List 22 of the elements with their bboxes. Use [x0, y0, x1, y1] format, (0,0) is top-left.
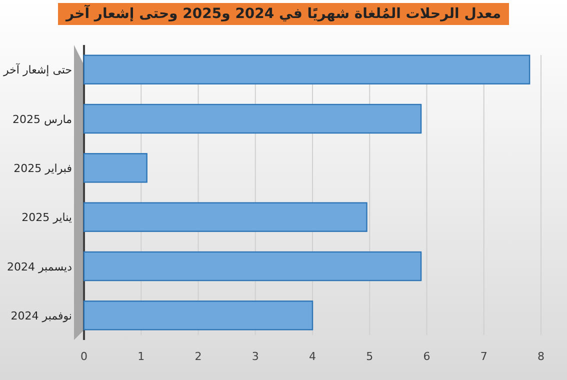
- y-tick-label: مارس 2025: [12, 112, 72, 126]
- chart-title: معدل الرحلات المُلغاة شهريًا في 2024 و2025 وحتى إشعار آخر: [58, 3, 510, 25]
- y-tick-label: فبراير 2025: [14, 162, 72, 175]
- x-tick-label: 8: [538, 350, 544, 363]
- bar: [83, 300, 314, 330]
- bar: [83, 104, 422, 134]
- x-tick-label: 3: [252, 350, 259, 363]
- y-tick-label: يناير 2025: [22, 211, 72, 224]
- bar: [83, 54, 530, 84]
- x-tick-label: 0: [80, 350, 88, 363]
- y-tick-label: نوفمبر 2024: [10, 309, 72, 322]
- x-tick-label: 5: [366, 350, 374, 363]
- x-tick-label: 1: [138, 350, 145, 363]
- x-tick-label: 2: [194, 350, 202, 363]
- y-tick-label: ديسمبر 2024: [6, 260, 72, 274]
- x-tick-label: 7: [480, 350, 488, 363]
- x-tick-label: 4: [309, 350, 316, 363]
- y-tick-label: حتى إشعار آخر: [2, 62, 72, 77]
- bar: [83, 153, 148, 183]
- bar: [83, 202, 368, 232]
- x-tick-label: 6: [423, 350, 430, 363]
- bar: [83, 251, 422, 282]
